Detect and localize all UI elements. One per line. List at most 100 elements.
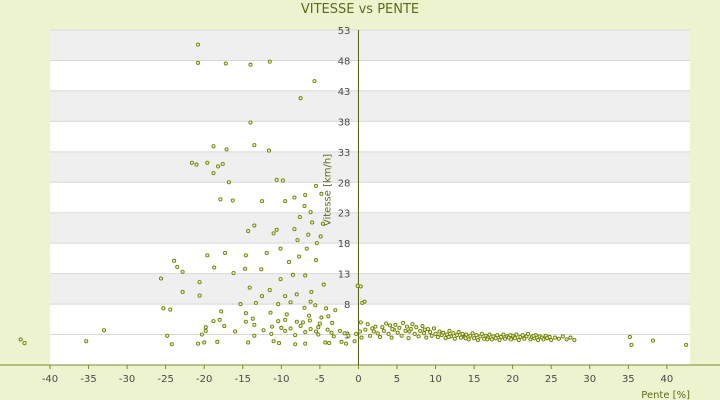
data-point <box>292 195 297 200</box>
x-tick-label: -30 <box>119 374 135 385</box>
data-point <box>502 336 507 341</box>
x-tick-label: -10 <box>273 374 289 385</box>
data-point <box>252 143 257 148</box>
data-point <box>243 311 248 316</box>
data-point <box>489 337 494 342</box>
data-point <box>363 327 368 332</box>
data-point <box>216 164 221 169</box>
data-point <box>295 238 300 243</box>
data-point <box>223 61 228 66</box>
data-point <box>288 326 293 331</box>
data-point <box>195 341 201 346</box>
x-tick-label: 0 <box>355 374 361 385</box>
data-point <box>553 335 558 340</box>
data-point <box>278 277 283 282</box>
data-point <box>371 329 376 334</box>
data-points <box>18 42 689 347</box>
data-point <box>317 321 322 326</box>
data-point <box>288 300 293 305</box>
data-point <box>259 199 265 204</box>
data-point <box>252 322 257 327</box>
data-point <box>375 331 380 336</box>
data-point <box>354 331 359 336</box>
x-tick-label: -15 <box>235 374 251 385</box>
data-point <box>485 337 490 342</box>
data-point <box>266 148 272 153</box>
data-point <box>520 333 525 338</box>
data-point <box>407 329 412 334</box>
data-point <box>403 328 408 333</box>
data-point <box>233 329 238 334</box>
data-point <box>418 328 423 333</box>
data-point <box>274 227 279 232</box>
data-point <box>381 328 386 333</box>
data-point <box>380 325 385 330</box>
data-point <box>536 337 541 343</box>
data-point <box>541 337 546 342</box>
x-tick-label: 40 <box>661 374 674 385</box>
data-point <box>175 264 180 269</box>
data-point <box>320 221 326 226</box>
y-tick-label: 48 <box>338 56 351 67</box>
data-point <box>270 324 275 329</box>
data-point <box>168 307 173 312</box>
data-point <box>627 334 632 340</box>
x-axis-label: Pente [%] <box>641 390 690 400</box>
data-point <box>456 330 461 335</box>
x-tick-label: 15 <box>468 374 481 385</box>
data-point <box>321 282 326 287</box>
data-point <box>211 319 216 324</box>
data-point <box>433 331 438 336</box>
x-tick-label: 10 <box>429 374 442 385</box>
data-point <box>479 331 484 336</box>
data-point <box>352 339 357 344</box>
data-point <box>246 340 251 345</box>
data-point <box>230 198 235 203</box>
data-point <box>297 214 302 220</box>
data-point <box>310 220 315 225</box>
data-point <box>458 335 464 340</box>
data-point <box>393 322 398 327</box>
data-point <box>217 317 222 322</box>
data-point <box>161 306 166 311</box>
data-point <box>101 328 107 333</box>
data-point <box>172 258 177 263</box>
data-point <box>342 331 347 336</box>
data-point <box>389 335 394 340</box>
data-point <box>331 334 336 339</box>
data-point <box>501 332 506 337</box>
data-point <box>420 323 425 329</box>
y-tick-label: 28 <box>338 178 351 189</box>
data-point <box>441 330 446 335</box>
data-point <box>243 253 248 258</box>
data-point <box>493 336 498 341</box>
y-tick-label: 43 <box>338 87 351 98</box>
data-point <box>318 234 323 239</box>
data-point <box>280 178 285 183</box>
data-point <box>512 336 518 341</box>
data-point <box>424 335 429 340</box>
data-point <box>522 336 527 341</box>
data-point <box>359 335 364 340</box>
data-point <box>327 341 332 346</box>
data-point <box>508 333 513 338</box>
data-point <box>367 333 373 338</box>
data-point <box>313 183 319 188</box>
data-point <box>319 315 324 320</box>
data-point <box>549 337 554 343</box>
y-tick-labels: 38131823283338434853 <box>338 26 351 342</box>
data-point <box>283 294 288 299</box>
data-point <box>180 289 185 294</box>
data-point <box>487 332 492 337</box>
data-point <box>180 269 185 274</box>
data-point <box>203 328 208 333</box>
data-point <box>475 337 481 343</box>
chart-title: VITESSE vs PENTE <box>300 2 420 17</box>
y-tick-label: 8 <box>344 300 350 311</box>
data-point <box>268 310 273 315</box>
data-point <box>404 324 410 329</box>
data-point <box>468 333 473 338</box>
data-point <box>314 241 319 246</box>
